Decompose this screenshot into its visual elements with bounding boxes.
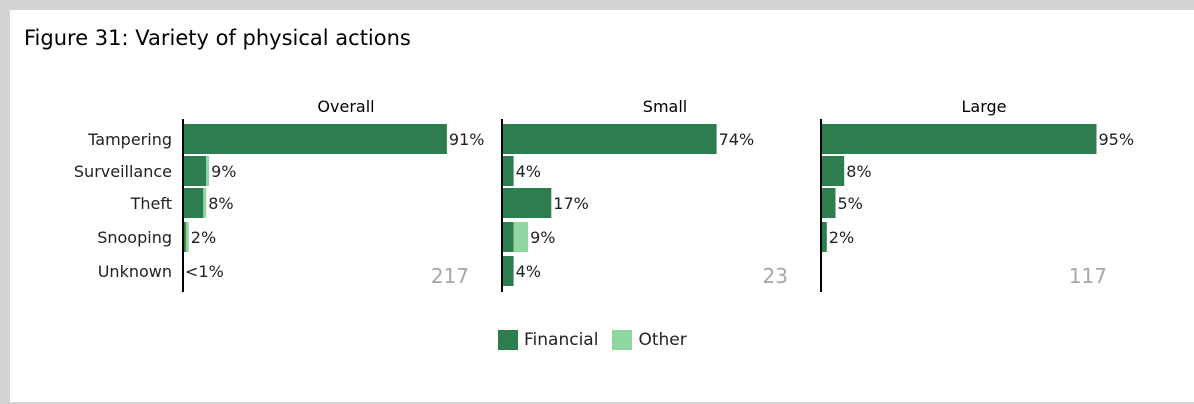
- legend-item-other: Other: [612, 330, 687, 350]
- data-label-overall-theft: 8%: [208, 194, 233, 213]
- legend-item-financial: Financial: [498, 330, 598, 350]
- data-label-overall-snooping: 2%: [191, 228, 216, 247]
- category-label-surveillance: Surveillance: [74, 162, 172, 181]
- bar-small-snooping-other: [513, 222, 529, 252]
- bar-large-surveillance-financial: [821, 156, 845, 186]
- data-label-large-snooping: 2%: [829, 228, 854, 247]
- bar-small-unknown-financial: [502, 256, 514, 286]
- figure-card: [10, 10, 1194, 402]
- sample-count-overall: 217: [431, 264, 469, 288]
- bar-small-theft-financial: [502, 188, 552, 218]
- data-label-large-surveillance: 8%: [846, 162, 871, 181]
- bar-overall-snooping-financial: [183, 222, 186, 252]
- bar-small-surveillance-financial: [502, 156, 514, 186]
- legend-label-financial: Financial: [524, 330, 599, 350]
- category-label-tampering: Tampering: [87, 130, 172, 149]
- bar-small-tampering-financial: [502, 124, 717, 154]
- bar-overall-surveillance-financial: [183, 156, 207, 186]
- panel-title-large: Large: [961, 97, 1006, 116]
- data-label-large-theft: 5%: [838, 194, 863, 213]
- bar-overall-snooping-other: [185, 222, 189, 252]
- data-label-small-surveillance: 4%: [516, 162, 541, 181]
- category-label-theft: Theft: [130, 194, 172, 213]
- data-label-overall-unknown: <1%: [185, 262, 224, 281]
- panel-title-small: Small: [643, 97, 687, 116]
- data-label-large-tampering: 95%: [1099, 130, 1135, 149]
- sample-count-large: 117: [1069, 264, 1107, 288]
- figure-title: Figure 31: Variety of physical actions: [24, 26, 411, 50]
- data-label-small-theft: 17%: [553, 194, 589, 213]
- bar-overall-tampering-financial: [183, 124, 447, 154]
- bar-large-snooping-financial: [821, 222, 827, 252]
- bar-overall-theft-other: [203, 188, 207, 218]
- data-label-small-snooping: 9%: [530, 228, 555, 247]
- panel-title-overall: Overall: [317, 97, 374, 116]
- bar-large-theft-financial: [821, 188, 836, 218]
- sample-count-small: 23: [763, 264, 788, 288]
- data-label-overall-surveillance: 9%: [211, 162, 236, 181]
- data-label-small-unknown: 4%: [516, 262, 541, 281]
- legend-label-other: Other: [638, 330, 687, 350]
- bar-overall-surveillance-other: [206, 156, 210, 186]
- category-label-snooping: Snooping: [97, 228, 172, 247]
- legend-swatch-other: [612, 330, 633, 350]
- data-label-small-tampering: 74%: [719, 130, 755, 149]
- chart-legend: Financial Other: [498, 330, 701, 350]
- bar-large-tampering-financial: [821, 124, 1097, 154]
- category-label-unknown: Unknown: [98, 262, 172, 281]
- bar-small-snooping-financial: [502, 222, 514, 252]
- bar-overall-theft-financial: [183, 188, 204, 218]
- data-label-overall-tampering: 91%: [449, 130, 485, 149]
- legend-swatch-financial: [498, 330, 518, 350]
